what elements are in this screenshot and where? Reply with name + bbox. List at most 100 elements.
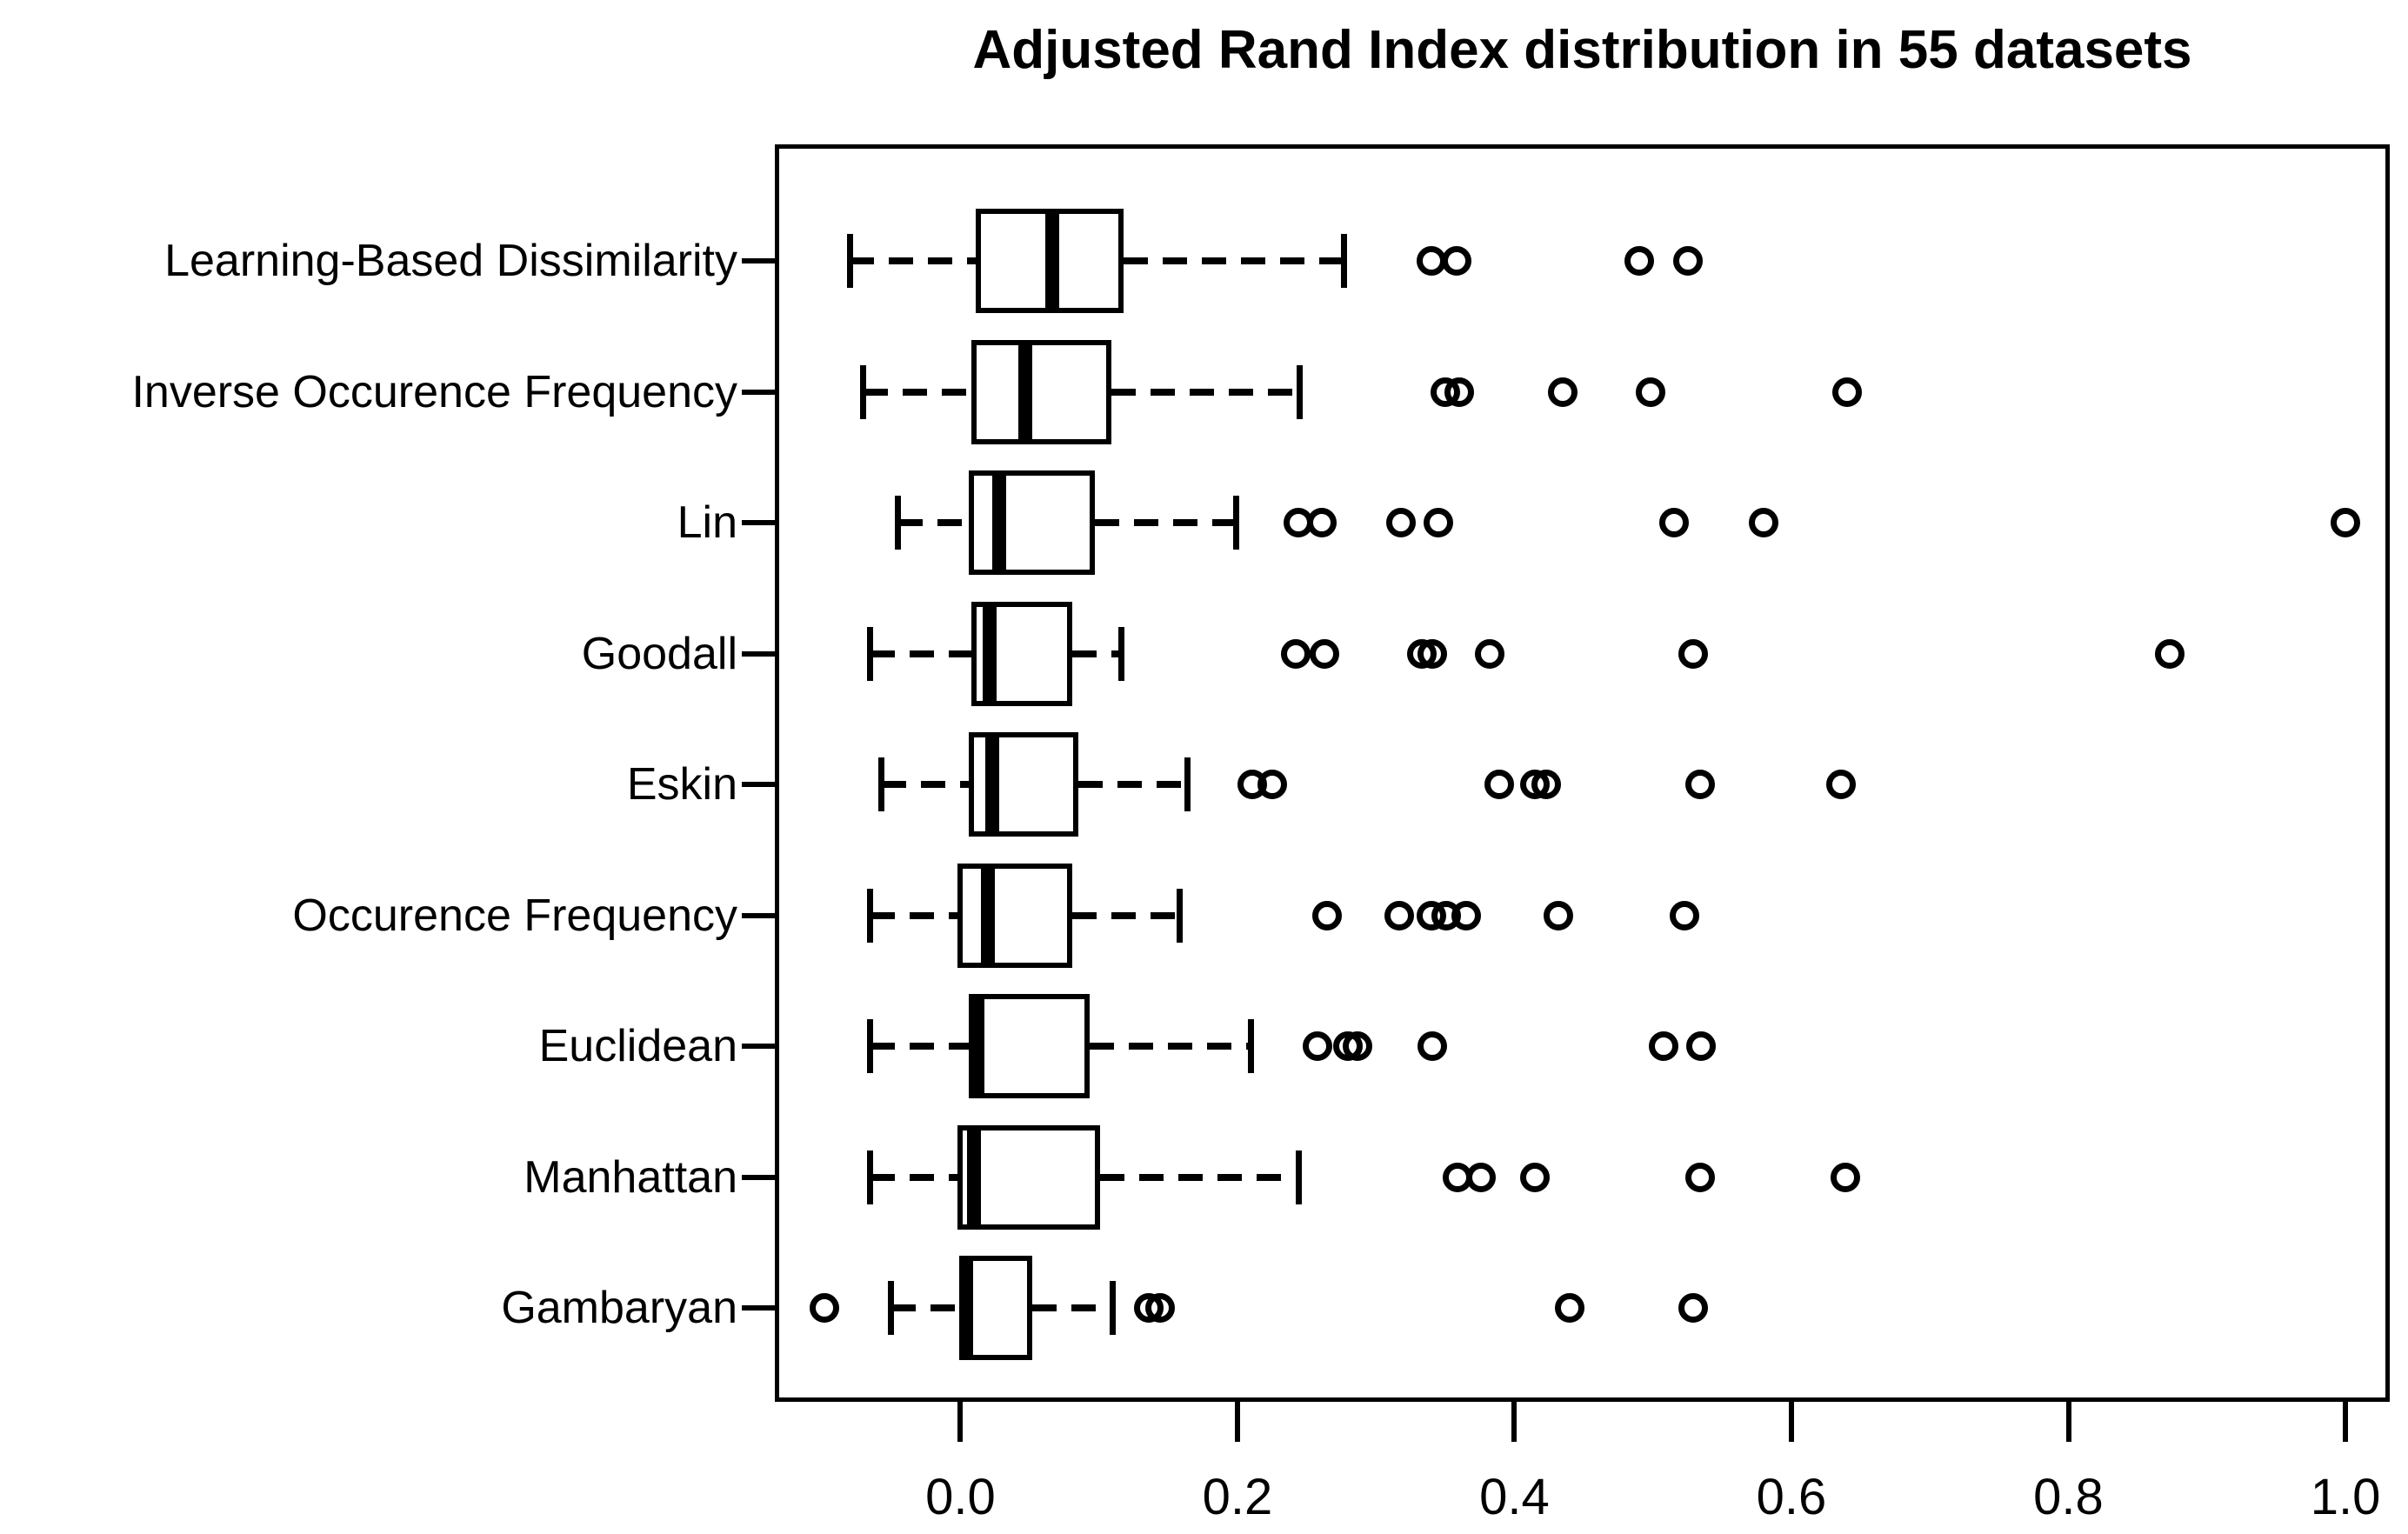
upper-whisker-cap xyxy=(1117,626,1124,681)
median-line xyxy=(1018,339,1033,444)
outlier-point xyxy=(1635,377,1665,407)
lower-whisker-line xyxy=(890,1304,961,1311)
x-axis-tick-label: 0.0 xyxy=(925,1469,996,1525)
upper-whisker-line xyxy=(1072,650,1122,657)
lower-whisker-line xyxy=(881,781,969,788)
outlier-point xyxy=(1624,246,1654,276)
outlier-point xyxy=(1520,1162,1551,1192)
outlier-point xyxy=(1312,900,1343,930)
outlier-point xyxy=(1670,900,1700,930)
lower-whisker-cap xyxy=(867,1150,874,1204)
upper-whisker-cap xyxy=(1110,1281,1117,1335)
outlier-point xyxy=(1307,508,1337,537)
upper-whisker-line xyxy=(1077,781,1188,788)
outlier-point xyxy=(1678,638,1708,669)
lower-whisker-cap xyxy=(867,1019,874,1073)
lower-whisker-cap xyxy=(878,757,885,811)
outlier-point xyxy=(1385,508,1416,537)
upper-whisker-cap xyxy=(1341,234,1348,288)
lower-whisker-line xyxy=(870,1173,958,1181)
outlier-point xyxy=(1658,508,1689,537)
outlier-point xyxy=(1280,638,1311,669)
lower-whisker-cap xyxy=(867,626,874,681)
y-axis-tick xyxy=(742,520,775,525)
upper-whisker-cap xyxy=(1295,1150,1302,1204)
category-label: Gambaryan xyxy=(501,1283,737,1333)
outlier-point xyxy=(1343,1031,1373,1061)
y-axis-tick xyxy=(742,1305,775,1311)
outlier-point xyxy=(1417,1031,1448,1061)
upper-whisker-line xyxy=(1100,1173,1298,1181)
y-axis-tick xyxy=(742,1044,775,1049)
outlier-point xyxy=(1423,508,1453,537)
x-axis-tick-label: 0.8 xyxy=(2033,1469,2104,1525)
outlier-point xyxy=(1684,1162,1715,1192)
iqr-box xyxy=(968,470,1095,575)
outlier-point xyxy=(2154,638,2185,669)
median-line xyxy=(1044,209,1059,313)
outlier-point xyxy=(1686,1031,1717,1061)
lower-whisker-line xyxy=(870,650,972,657)
chart-title: Adjusted Rand Index distribution in 55 d… xyxy=(972,20,2192,80)
upper-whisker-cap xyxy=(1232,496,1239,550)
outlier-point xyxy=(810,1293,840,1323)
outlier-point xyxy=(1749,508,1779,537)
outlier-point xyxy=(2331,508,2361,537)
outlier-point xyxy=(1684,770,1715,799)
y-axis-tick xyxy=(742,389,775,395)
outlier-point xyxy=(1672,246,1703,276)
lower-whisker-cap xyxy=(860,364,867,419)
outlier-point xyxy=(1484,770,1514,799)
outlier-point xyxy=(1451,900,1481,930)
outlier-point xyxy=(1531,770,1562,799)
median-line xyxy=(967,1124,982,1230)
y-axis-tick xyxy=(742,1174,775,1180)
upper-whisker-cap xyxy=(1248,1019,1255,1073)
y-axis-tick xyxy=(742,912,775,918)
iqr-box xyxy=(957,1124,1101,1230)
y-axis-tick xyxy=(742,258,775,263)
outlier-point xyxy=(1303,1031,1333,1061)
category-label: Manhattan xyxy=(524,1151,737,1203)
outlier-point xyxy=(1441,246,1471,276)
outlier-point xyxy=(1544,900,1574,930)
category-label: Inverse Occurence Frequency xyxy=(131,366,737,417)
x-axis-tick xyxy=(2343,1402,2349,1442)
x-axis-tick-label: 0.4 xyxy=(1479,1469,1550,1525)
outlier-point xyxy=(1831,1162,1861,1192)
upper-whisker-line xyxy=(1072,911,1180,919)
upper-whisker-cap xyxy=(1184,757,1191,811)
outlier-point xyxy=(1474,638,1504,669)
category-label: Euclidean xyxy=(538,1021,737,1071)
x-axis-tick xyxy=(2065,1402,2071,1442)
x-axis-tick xyxy=(1234,1402,1240,1442)
outlier-point xyxy=(1826,770,1857,799)
upper-whisker-line xyxy=(1089,1043,1251,1050)
outlier-point xyxy=(1144,1293,1175,1323)
upper-whisker-line xyxy=(1094,519,1237,526)
median-line xyxy=(981,863,996,968)
lower-whisker-cap xyxy=(895,496,902,550)
outlier-point xyxy=(1444,377,1474,407)
category-label: Learning-Based Dissimilarity xyxy=(164,236,737,286)
outlier-point xyxy=(1310,638,1340,669)
category-label: Eskin xyxy=(626,759,737,810)
upper-whisker-line xyxy=(1032,1304,1113,1311)
lower-whisker-line xyxy=(863,388,972,396)
x-axis-tick-label: 0.6 xyxy=(1756,1469,1827,1525)
lower-whisker-line xyxy=(870,1043,969,1050)
lower-whisker-line xyxy=(850,257,976,264)
median-line xyxy=(985,732,1000,837)
median-line xyxy=(992,470,1006,575)
x-axis-tick xyxy=(1788,1402,1794,1442)
median-line xyxy=(958,1256,973,1360)
median-line xyxy=(982,601,997,706)
lower-whisker-line xyxy=(870,911,958,919)
outlier-point xyxy=(1555,1293,1585,1323)
x-axis-tick xyxy=(957,1402,964,1442)
median-line xyxy=(970,994,984,1098)
lower-whisker-line xyxy=(897,519,969,526)
upper-whisker-cap xyxy=(1176,888,1183,943)
lower-whisker-cap xyxy=(888,1281,895,1335)
